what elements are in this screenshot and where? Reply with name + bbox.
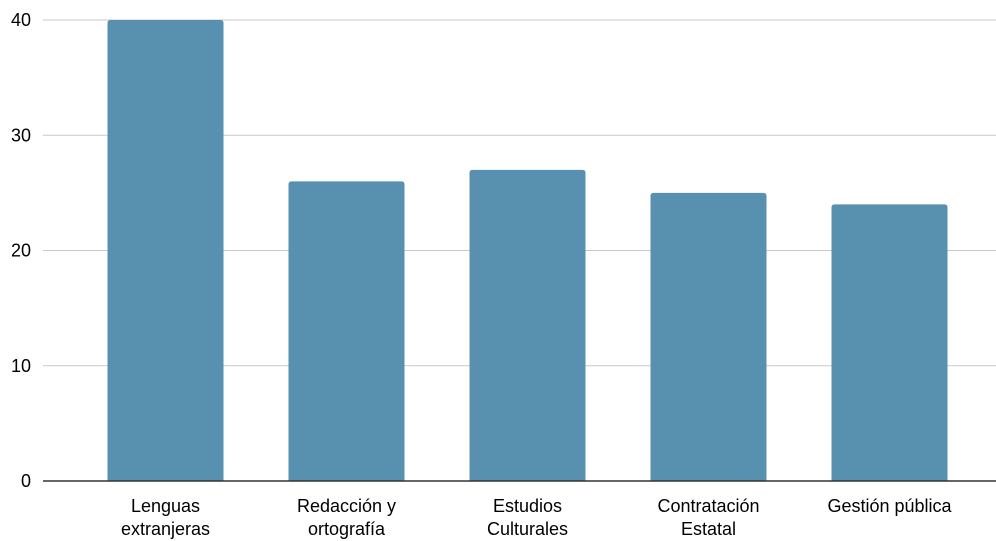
- bar: [650, 192, 767, 481]
- bars: [107, 20, 948, 481]
- x-category-label: Estudios Culturales: [487, 496, 568, 539]
- x-category-label-line: extranjeras: [121, 519, 210, 539]
- y-tick-label: 30: [11, 125, 31, 145]
- bar: [831, 204, 948, 481]
- x-category-label-line: Culturales: [487, 519, 568, 539]
- x-category-label: Redacción y ortografía: [297, 496, 396, 539]
- x-category-label-line: Estudios: [493, 496, 562, 516]
- x-category-label-line: Contratación: [657, 496, 759, 516]
- y-tick-label: 20: [11, 241, 31, 261]
- bar: [107, 20, 224, 481]
- x-category-label: Contratación Estatal: [657, 496, 759, 539]
- x-category-label-line: ortografía: [308, 519, 386, 539]
- x-category-label-line: Estatal: [681, 519, 736, 539]
- x-category-label-line: Redacción y: [297, 496, 396, 516]
- bar: [288, 181, 405, 481]
- x-category-label: Gestión pública: [827, 496, 952, 516]
- bar: [469, 169, 586, 481]
- labels: 0 10 20 30 40 Lenguas extranjeras Redacción y or…: [11, 10, 953, 539]
- y-tick-label: 10: [11, 356, 31, 376]
- x-category-label: Lenguas extranjeras: [121, 496, 210, 539]
- y-tick-label: 0: [21, 471, 31, 491]
- x-category-label-line: Lenguas: [131, 496, 200, 516]
- x-category-label-line: Gestión pública: [827, 496, 952, 516]
- y-tick-label: 40: [11, 10, 31, 30]
